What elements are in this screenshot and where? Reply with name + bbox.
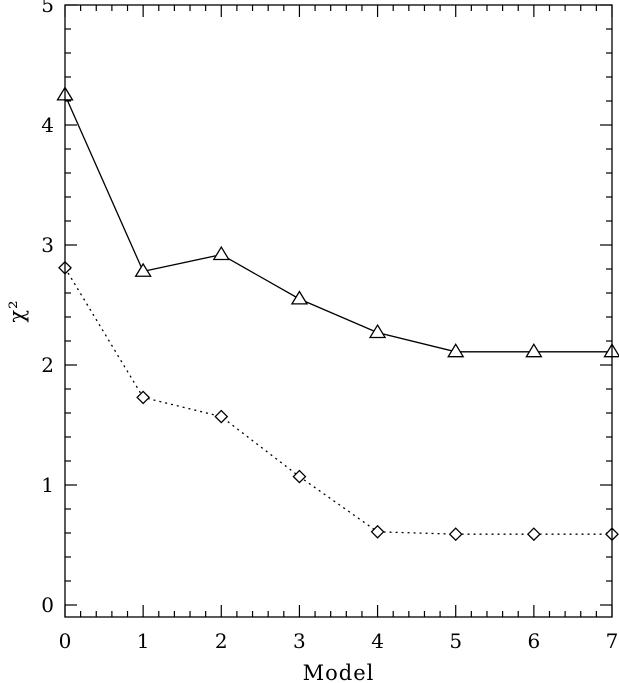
series-diamond (58, 260, 619, 542)
tick-labels: 0 1 2 3 4 5 6 7 0 1 2 3 4 5 (41, 0, 618, 653)
diamond-point (136, 390, 151, 405)
x-tick-label: 1 (137, 629, 150, 653)
diamond-point (214, 409, 229, 424)
axis-ticks (64, 4, 613, 617)
chart-series (56, 86, 619, 542)
series-line (64, 94, 612, 353)
diamond-point (526, 527, 541, 542)
y-tick-label: 2 (41, 353, 54, 377)
y-tick-label: 1 (41, 473, 54, 497)
triangle-point (368, 323, 387, 339)
diamond-point (448, 527, 463, 542)
y-tick-label: 3 (41, 233, 54, 257)
x-tick-label: 7 (606, 629, 619, 653)
series-triangle (56, 86, 619, 358)
diamond-point (292, 469, 307, 484)
x-tick-label: 4 (371, 629, 384, 653)
x-tick-label: 3 (293, 629, 306, 653)
x-tick-label: 2 (215, 629, 228, 653)
triangle-point (525, 343, 543, 358)
plot-frame (64, 4, 613, 618)
triangle-point (447, 343, 465, 358)
x-axis-label: Model (303, 661, 375, 683)
y-tick-label: 4 (41, 113, 54, 137)
triangle-point (134, 262, 152, 277)
triangle-point (290, 290, 309, 305)
x-tick-label: 0 (59, 629, 72, 653)
series-line (64, 267, 612, 535)
x-tick-label: 6 (527, 629, 540, 653)
diamond-point (370, 524, 385, 539)
triangle-point (212, 245, 230, 261)
y-tick-label: 5 (41, 0, 54, 17)
y-tick-label: 0 (41, 593, 54, 617)
x-tick-label: 5 (449, 629, 462, 653)
y-axis-label: χ² (5, 299, 29, 322)
